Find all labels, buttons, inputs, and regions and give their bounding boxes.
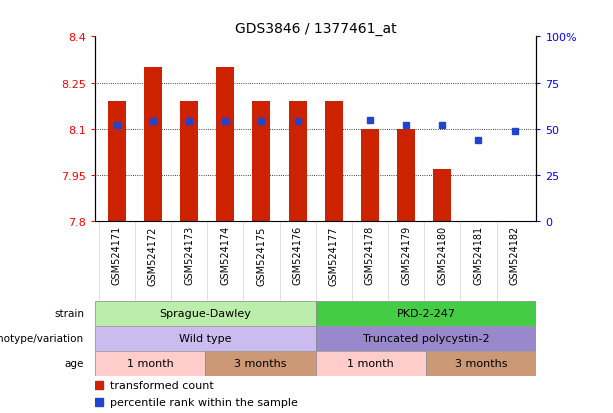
Text: transformed count: transformed count — [110, 380, 214, 390]
Bar — [216, 68, 234, 222]
FancyBboxPatch shape — [316, 351, 426, 376]
Text: GSM524174: GSM524174 — [220, 225, 230, 285]
Bar — [180, 102, 198, 222]
Bar — [289, 102, 306, 222]
Bar — [361, 129, 379, 222]
Bar — [144, 68, 162, 222]
FancyBboxPatch shape — [95, 301, 316, 326]
Text: 3 months: 3 months — [455, 358, 508, 368]
FancyBboxPatch shape — [95, 351, 205, 376]
Bar — [433, 169, 451, 222]
Text: GSM524173: GSM524173 — [184, 225, 194, 285]
FancyBboxPatch shape — [426, 351, 536, 376]
Text: Sprague-Dawley: Sprague-Dawley — [159, 309, 251, 318]
Text: strain: strain — [54, 309, 84, 318]
FancyBboxPatch shape — [205, 351, 316, 376]
Text: Wild type: Wild type — [179, 333, 232, 343]
FancyBboxPatch shape — [95, 326, 316, 351]
Text: GSM524177: GSM524177 — [329, 225, 339, 285]
Text: 3 months: 3 months — [234, 358, 287, 368]
Text: GSM524171: GSM524171 — [112, 225, 122, 285]
Text: GSM524178: GSM524178 — [365, 225, 375, 285]
Text: PKD-2-247: PKD-2-247 — [397, 309, 455, 318]
FancyBboxPatch shape — [316, 326, 536, 351]
Bar — [108, 102, 126, 222]
Text: GSM524172: GSM524172 — [148, 225, 158, 285]
Text: GSM524182: GSM524182 — [509, 225, 520, 285]
Title: GDS3846 / 1377461_at: GDS3846 / 1377461_at — [235, 22, 397, 36]
Text: genotype/variation: genotype/variation — [0, 333, 84, 343]
Text: GSM524180: GSM524180 — [437, 225, 447, 285]
Text: Truncated polycystin-2: Truncated polycystin-2 — [363, 333, 489, 343]
Text: percentile rank within the sample: percentile rank within the sample — [110, 396, 299, 407]
Text: GSM524179: GSM524179 — [401, 225, 411, 285]
Text: 1 month: 1 month — [127, 358, 173, 368]
Bar — [397, 129, 415, 222]
Bar — [325, 102, 343, 222]
FancyBboxPatch shape — [316, 301, 536, 326]
Text: 1 month: 1 month — [348, 358, 394, 368]
Text: GSM524176: GSM524176 — [292, 225, 303, 285]
Text: age: age — [64, 358, 84, 368]
Text: GSM524181: GSM524181 — [473, 225, 484, 285]
Text: GSM524175: GSM524175 — [256, 225, 267, 285]
Bar — [253, 102, 270, 222]
